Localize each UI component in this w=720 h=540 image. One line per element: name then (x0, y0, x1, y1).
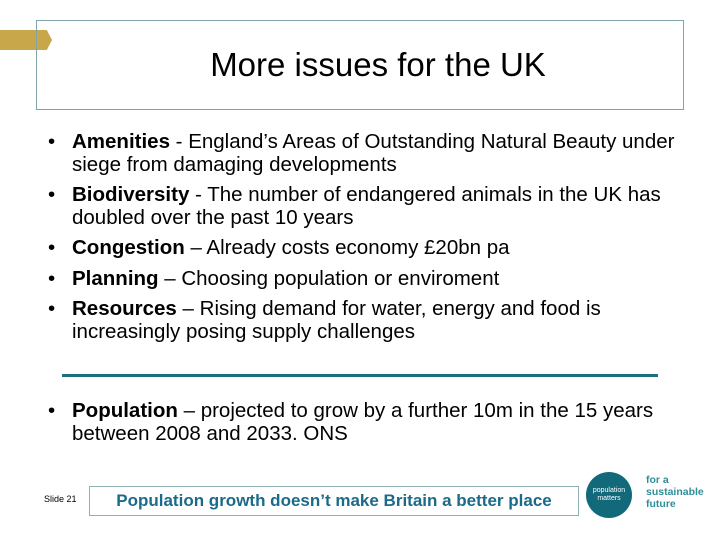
bullet-term: Resources (72, 297, 177, 320)
bullet-item: • Population – projected to grow by a fur… (48, 399, 708, 445)
bullet-item: • Resources – Rising demand for water, en… (48, 297, 708, 343)
bullet-term: Congestion (72, 236, 185, 259)
bullet-term: Biodiversity (72, 183, 190, 206)
bullet-text: – Choosing population or enviroment (158, 266, 500, 290)
logo-tagline: for a sustainable future (646, 474, 716, 510)
footer-banner: Population growth doesn’t make Britain a… (89, 486, 579, 516)
bullet-dot: • (48, 236, 56, 259)
bullet-item: • Planning – Choosing population or envir… (48, 266, 708, 291)
logo-text: population matters (592, 487, 626, 502)
accent-tab (0, 30, 52, 50)
bullet-item: • Congestion – Already costs economy £20b… (48, 236, 708, 260)
banner-text: Population growth doesn’t make Britain a… (116, 491, 552, 510)
bullet-dot: • (48, 130, 56, 153)
tagline-line: for a (646, 474, 669, 486)
slide-number: Slide 21 (44, 494, 77, 504)
population-bullet-list: • Population – projected to grow by a fur… (48, 399, 708, 453)
tagline-line: sustainable (646, 486, 704, 498)
bullet-text: - The number of endangered animals in th… (72, 183, 661, 229)
bullet-list: • Amenities - England’s Areas of Outstand… (48, 130, 708, 351)
bullet-text: - England’s Areas of Outstanding Natural… (72, 130, 675, 176)
bullet-dot: • (48, 183, 56, 206)
slide-title: More issues for the UK (210, 46, 546, 83)
bullet-text: – Already costs economy £20bn pa (184, 236, 510, 259)
bullet-dot: • (48, 297, 56, 320)
bullet-item: • Amenities - England’s Areas of Outstand… (48, 130, 708, 176)
bullet-dot: • (48, 399, 56, 422)
bullet-text: – projected to grow by a further 10m in … (72, 399, 654, 445)
tagline-line: future (646, 498, 676, 510)
population-matters-logo: population matters (586, 472, 632, 518)
bullet-dot: • (48, 266, 56, 290)
bullet-term: Amenities (72, 130, 170, 153)
title-box: More issues for the UK (36, 20, 684, 110)
section-divider (62, 374, 658, 377)
bullet-term: Planning (72, 266, 159, 290)
bullet-term: Population (72, 399, 178, 422)
bullet-item: • Biodiversity - The number of endangered… (48, 183, 708, 229)
bullet-text: – Rising demand for water, energy and fo… (72, 297, 601, 343)
